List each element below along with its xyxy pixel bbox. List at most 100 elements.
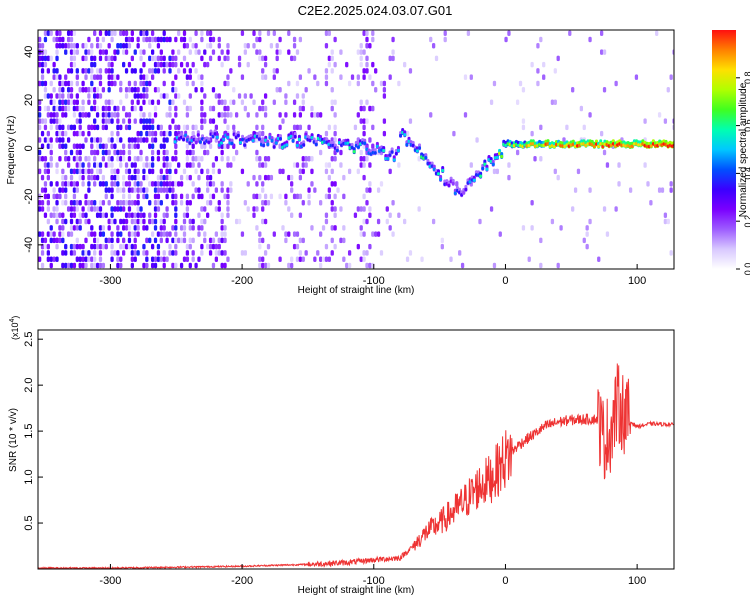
heatmap-cell: [191, 43, 195, 49]
heatmap-cell: [136, 24, 139, 30]
heatmap-cell: [110, 174, 114, 181]
heatmap-cell: [330, 55, 334, 62]
heatmap-cell: [116, 225, 120, 231]
heatmap-cell: [174, 199, 178, 206]
heatmap-cell: [130, 231, 135, 237]
heatmap-cell: [307, 156, 311, 162]
heatmap-cell: [191, 143, 195, 149]
heatmap-cells: [38, 24, 674, 269]
heatmap-cell: [150, 99, 155, 106]
heatmap-cell: [55, 212, 59, 219]
heatmap-cell: [72, 206, 77, 212]
heatmap-cell: [333, 137, 337, 143]
heatmap-cell: [568, 24, 571, 30]
heatmap-cell: [417, 156, 421, 162]
heatmap-cell: [226, 112, 230, 118]
heatmap-cell: [295, 193, 300, 200]
heatmap-cell: [226, 187, 230, 193]
heatmap-cell: [52, 105, 56, 112]
heatmap-cell: [81, 143, 85, 149]
heatmap-cell: [208, 193, 213, 200]
heatmap-cell: [240, 30, 245, 36]
heatmap-cell: [148, 130, 152, 137]
heatmap-cell: [116, 206, 120, 212]
heatmap-cell: [588, 187, 592, 193]
heatmap-cell: [223, 55, 227, 62]
heatmap-cell: [75, 218, 79, 225]
heatmap-cell: [463, 112, 468, 118]
heatmap-cell: [359, 43, 363, 49]
heatmap-cell: [614, 80, 618, 87]
heatmap-cell: [148, 181, 152, 187]
heatmap-ridge-cell: [314, 142, 318, 147]
heatmap-cell: [269, 193, 274, 200]
heatmap-cell: [98, 137, 103, 143]
heatmap-cell: [72, 187, 77, 193]
heatmap-cell: [81, 80, 85, 87]
heatmap-cell: [171, 49, 175, 55]
heatmap-cell: [333, 61, 337, 68]
heatmap-cell: [310, 168, 314, 175]
colorbar-gradient: [712, 30, 736, 269]
heatmap-cell: [110, 212, 114, 219]
heatmap-cell: [295, 93, 300, 99]
heatmap-cell: [211, 237, 216, 244]
heatmap-cell: [87, 99, 91, 106]
heatmap-cell: [443, 36, 447, 43]
heatmap-ridge-cell: [386, 156, 390, 161]
heatmap-cell: [371, 231, 375, 237]
heatmap-cell: [206, 174, 210, 181]
heatmap-cell: [38, 55, 42, 62]
heatmap-cell: [116, 181, 120, 187]
heatmap-cell: [223, 237, 227, 244]
heatmap-cell: [136, 93, 140, 99]
heatmap-cell: [81, 256, 85, 262]
heatmap-cell: [142, 225, 146, 231]
heatmap-ridge-cell: [424, 156, 428, 160]
heatmap-cell: [58, 80, 62, 87]
heatmap-cell: [174, 168, 178, 175]
heatmap-cell: [58, 118, 62, 124]
heatmap-cell: [440, 243, 444, 250]
heatmap-cell: [185, 80, 190, 87]
heatmap-cell: [597, 256, 601, 262]
heatmap-cell: [214, 156, 219, 162]
heatmap-cell: [295, 80, 300, 87]
heatmap-cell: [43, 187, 48, 193]
heatmap-cell: [318, 262, 323, 269]
heatmap-cell: [52, 118, 56, 124]
heatmap-cell: [49, 181, 53, 187]
heatmap-cell: [359, 61, 363, 68]
heatmap-cell: [84, 193, 88, 200]
heatmap-cell: [134, 24, 137, 30]
heatmap-cell: [498, 231, 502, 237]
heatmap-cell: [171, 86, 175, 93]
heatmap-x-tick-label: -100: [363, 275, 385, 287]
heatmap-ridge-cell: [601, 144, 605, 149]
heatmap-cell: [295, 162, 300, 168]
heatmap-cell: [177, 181, 181, 187]
heatmap-cell: [43, 49, 48, 55]
heatmap-cell: [153, 212, 158, 219]
heatmap-cell: [104, 149, 108, 156]
heatmap-cell: [110, 256, 114, 262]
heatmap-cell: [469, 74, 473, 80]
heatmap-ridge-cell: [483, 162, 487, 166]
heatmap-cell: [130, 137, 135, 143]
snr-y-tick-label: 1.5: [23, 423, 35, 438]
heatmap-cell: [81, 243, 85, 250]
heatmap-cell: [191, 181, 195, 187]
heatmap-cell: [90, 43, 94, 49]
heatmap-cell: [177, 30, 181, 36]
heatmap-cell: [58, 36, 62, 43]
heatmap-cell: [38, 168, 42, 175]
heatmap-cell: [382, 86, 387, 93]
heatmap-cell: [203, 118, 207, 124]
heatmap-ridge-cell: [188, 141, 192, 145]
heatmap-cell: [185, 256, 190, 262]
heatmap-cell: [156, 199, 161, 206]
heatmap-cell: [579, 105, 584, 112]
heatmap-cell: [258, 243, 262, 250]
heatmap-cell: [339, 206, 343, 212]
heatmap-cell: [116, 112, 120, 118]
